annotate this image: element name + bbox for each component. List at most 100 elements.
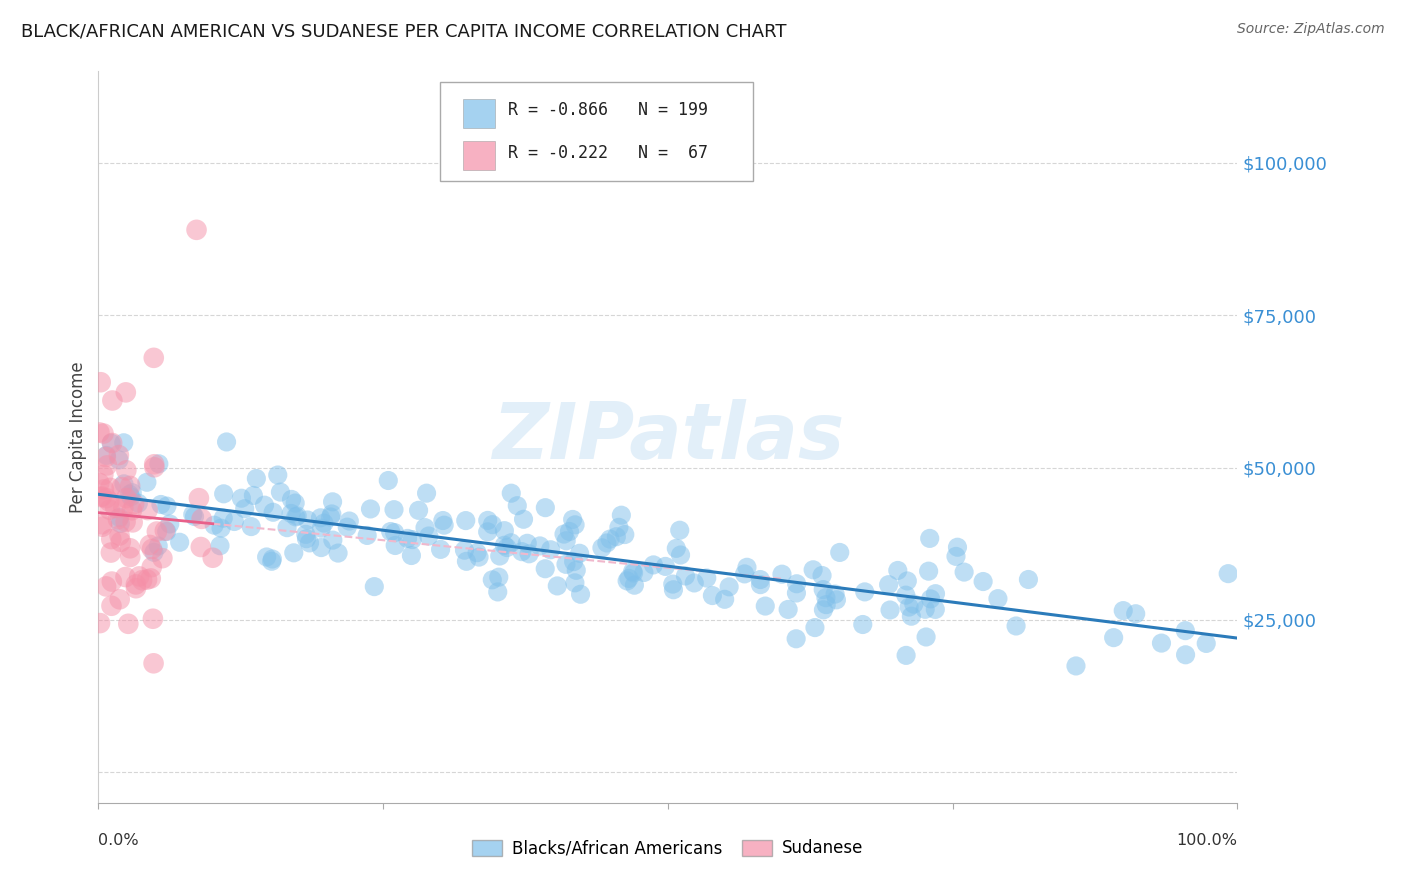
- Point: [111, 480, 134, 494]
- Point: [90, 517, 112, 532]
- Point: [201, 550, 224, 565]
- Point: [564, 517, 586, 532]
- Point: [112, 476, 135, 491]
- Point: [501, 486, 523, 500]
- Point: [309, 511, 332, 525]
- Point: [260, 554, 283, 568]
- Point: [824, 587, 846, 601]
- Point: [623, 578, 645, 592]
- Point: [114, 385, 136, 400]
- Point: [486, 585, 509, 599]
- Point: [89, 616, 111, 631]
- Point: [1005, 619, 1028, 633]
- Point: [110, 516, 132, 531]
- Point: [494, 524, 516, 538]
- Point: [454, 514, 477, 528]
- Point: [143, 460, 166, 475]
- Point: [98, 494, 121, 508]
- Point: [408, 503, 430, 517]
- Point: [607, 520, 630, 534]
- Point: [814, 591, 837, 605]
- Text: ZIPatlas: ZIPatlas: [492, 399, 844, 475]
- Point: [669, 548, 692, 562]
- Point: [139, 571, 162, 585]
- Point: [100, 599, 122, 613]
- Point: [141, 560, 163, 574]
- Point: [98, 502, 121, 516]
- Point: [384, 525, 406, 540]
- Point: [360, 502, 382, 516]
- Point: [713, 592, 735, 607]
- Point: [510, 544, 533, 558]
- Point: [245, 471, 267, 485]
- Point: [534, 562, 557, 576]
- Point: [718, 580, 741, 594]
- Point: [896, 574, 918, 588]
- Point: [828, 545, 851, 559]
- Point: [280, 507, 302, 521]
- Point: [418, 529, 440, 543]
- Point: [643, 558, 665, 572]
- Point: [321, 507, 343, 521]
- Point: [110, 534, 132, 549]
- Point: [114, 515, 136, 529]
- Point: [231, 491, 253, 506]
- Point: [298, 536, 321, 550]
- Point: [555, 533, 578, 548]
- Point: [363, 580, 385, 594]
- Point: [1112, 604, 1135, 618]
- Point: [93, 483, 115, 497]
- Point: [100, 545, 122, 559]
- Point: [108, 453, 131, 467]
- Point: [267, 468, 290, 483]
- Point: [877, 577, 900, 591]
- Point: [825, 592, 848, 607]
- Point: [90, 490, 112, 504]
- Point: [599, 532, 621, 546]
- Point: [382, 502, 405, 516]
- Point: [128, 569, 150, 583]
- Text: BLACK/AFRICAN AMERICAN VS SUDANESE PER CAPITA INCOME CORRELATION CHART: BLACK/AFRICAN AMERICAN VS SUDANESE PER C…: [21, 22, 786, 40]
- Point: [413, 521, 436, 535]
- Point: [136, 573, 159, 587]
- Point: [915, 630, 938, 644]
- Point: [120, 549, 142, 564]
- Point: [156, 524, 179, 539]
- Point: [801, 563, 824, 577]
- Point: [384, 539, 406, 553]
- Point: [125, 577, 148, 591]
- Point: [778, 602, 800, 616]
- Point: [242, 488, 264, 502]
- Point: [224, 515, 246, 529]
- Point: [108, 510, 131, 524]
- Point: [564, 575, 586, 590]
- Point: [112, 500, 135, 515]
- Point: [401, 549, 423, 563]
- Point: [117, 616, 139, 631]
- Point: [121, 485, 143, 500]
- Text: 0.0%: 0.0%: [98, 833, 139, 848]
- Point: [127, 496, 149, 510]
- Point: [853, 585, 876, 599]
- Point: [562, 555, 585, 569]
- Point: [377, 474, 399, 488]
- Point: [142, 612, 165, 626]
- Point: [118, 541, 141, 556]
- Point: [512, 512, 534, 526]
- Point: [401, 533, 423, 547]
- FancyBboxPatch shape: [463, 99, 495, 128]
- Point: [146, 524, 169, 539]
- Point: [96, 491, 118, 505]
- Point: [142, 657, 165, 671]
- Point: [262, 505, 284, 519]
- Point: [785, 632, 807, 646]
- Point: [945, 549, 967, 564]
- Point: [112, 435, 135, 450]
- Point: [683, 576, 706, 591]
- Point: [104, 500, 127, 515]
- Point: [143, 545, 166, 559]
- Point: [785, 586, 807, 600]
- Point: [240, 519, 263, 533]
- Point: [903, 597, 925, 611]
- Point: [610, 508, 633, 523]
